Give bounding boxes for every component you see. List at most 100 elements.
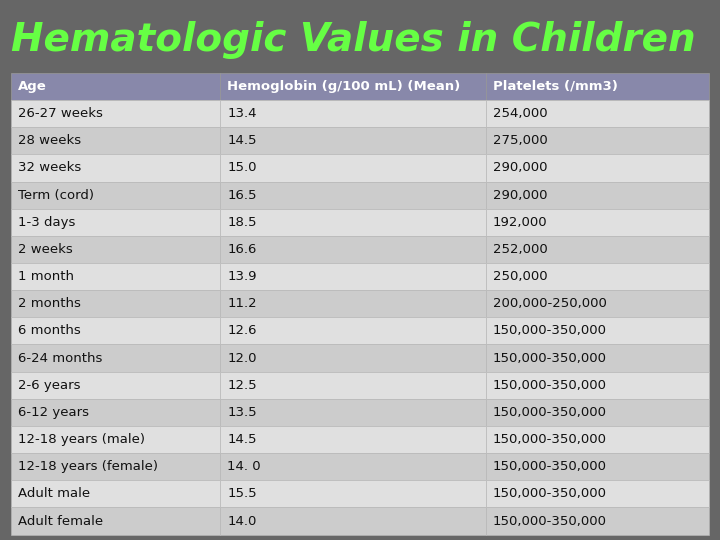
Text: 150,000-350,000: 150,000-350,000 (492, 379, 607, 392)
Bar (486, 290, 709, 318)
Text: 6-24 months: 6-24 months (18, 352, 102, 365)
Bar (11, 100, 220, 127)
Text: 14.5: 14.5 (228, 134, 257, 147)
Bar (11, 181, 220, 208)
Text: 13.9: 13.9 (228, 270, 257, 283)
Bar (486, 100, 709, 127)
Text: 290,000: 290,000 (492, 161, 547, 174)
Text: 16.6: 16.6 (228, 243, 256, 256)
Bar (486, 453, 709, 480)
Text: Hemoglobin (g/100 mL) (Mean): Hemoglobin (g/100 mL) (Mean) (228, 80, 461, 93)
Bar (11, 426, 220, 453)
Text: 1 month: 1 month (18, 270, 73, 283)
Text: 32 weeks: 32 weeks (18, 161, 81, 174)
Text: 150,000-350,000: 150,000-350,000 (492, 488, 607, 501)
Text: 15.0: 15.0 (228, 161, 257, 174)
Bar (11, 73, 220, 100)
Bar (220, 290, 486, 318)
Bar (220, 372, 486, 399)
Text: 14.5: 14.5 (228, 433, 257, 446)
Bar (11, 236, 220, 263)
Bar (486, 127, 709, 154)
Bar (486, 236, 709, 263)
Text: 15.5: 15.5 (228, 488, 257, 501)
Text: 16.5: 16.5 (228, 188, 257, 201)
Text: 12-18 years (female): 12-18 years (female) (18, 460, 158, 473)
Text: 6-12 years: 6-12 years (18, 406, 89, 419)
Bar (486, 154, 709, 181)
Bar (220, 73, 486, 100)
Bar (220, 453, 486, 480)
Bar (11, 508, 220, 535)
Bar (486, 208, 709, 236)
Bar (11, 372, 220, 399)
Text: 28 weeks: 28 weeks (18, 134, 81, 147)
Bar (11, 453, 220, 480)
Bar (220, 154, 486, 181)
Text: 150,000-350,000: 150,000-350,000 (492, 460, 607, 473)
Text: Hematologic Values in Children: Hematologic Values in Children (11, 21, 696, 59)
Text: 1-3 days: 1-3 days (18, 216, 75, 229)
Text: 250,000: 250,000 (492, 270, 547, 283)
Bar (220, 236, 486, 263)
Bar (11, 263, 220, 290)
Bar (486, 318, 709, 345)
Text: 252,000: 252,000 (492, 243, 547, 256)
Bar (220, 127, 486, 154)
Text: 192,000: 192,000 (492, 216, 547, 229)
Text: Adult male: Adult male (18, 488, 90, 501)
Bar (486, 480, 709, 508)
Text: 2 weeks: 2 weeks (18, 243, 73, 256)
Bar (11, 290, 220, 318)
Bar (220, 181, 486, 208)
Text: 14. 0: 14. 0 (228, 460, 261, 473)
Bar (486, 508, 709, 535)
Text: 200,000-250,000: 200,000-250,000 (492, 297, 606, 310)
Text: 150,000-350,000: 150,000-350,000 (492, 352, 607, 365)
Text: Adult female: Adult female (18, 515, 103, 528)
Bar (11, 127, 220, 154)
Text: 18.5: 18.5 (228, 216, 257, 229)
Bar (11, 480, 220, 508)
Bar (220, 399, 486, 426)
Text: Term (cord): Term (cord) (18, 188, 94, 201)
Text: 13.4: 13.4 (228, 107, 257, 120)
Bar (11, 208, 220, 236)
Bar (11, 318, 220, 345)
Bar (220, 345, 486, 372)
Bar (486, 426, 709, 453)
Text: 150,000-350,000: 150,000-350,000 (492, 433, 607, 446)
Text: 2 months: 2 months (18, 297, 81, 310)
Text: 2-6 years: 2-6 years (18, 379, 81, 392)
Bar (486, 263, 709, 290)
Text: 26-27 weeks: 26-27 weeks (18, 107, 103, 120)
Bar (220, 208, 486, 236)
Bar (486, 372, 709, 399)
Bar (486, 399, 709, 426)
Text: 11.2: 11.2 (228, 297, 257, 310)
Bar (11, 154, 220, 181)
Bar (486, 345, 709, 372)
Bar (220, 426, 486, 453)
Text: 275,000: 275,000 (492, 134, 547, 147)
Text: 12.5: 12.5 (228, 379, 257, 392)
Bar (220, 100, 486, 127)
Text: 150,000-350,000: 150,000-350,000 (492, 406, 607, 419)
Bar (486, 181, 709, 208)
Text: 290,000: 290,000 (492, 188, 547, 201)
Bar (11, 345, 220, 372)
Bar (486, 73, 709, 100)
Text: 254,000: 254,000 (492, 107, 547, 120)
Text: 150,000-350,000: 150,000-350,000 (492, 515, 607, 528)
Bar (220, 508, 486, 535)
Bar (11, 399, 220, 426)
Bar (220, 480, 486, 508)
Text: 150,000-350,000: 150,000-350,000 (492, 325, 607, 338)
Text: Age: Age (18, 80, 47, 93)
Text: 12-18 years (male): 12-18 years (male) (18, 433, 145, 446)
Bar (220, 263, 486, 290)
Text: Platelets (/mm3): Platelets (/mm3) (492, 80, 618, 93)
Text: 6 months: 6 months (18, 325, 81, 338)
Text: 12.6: 12.6 (228, 325, 257, 338)
Bar (220, 318, 486, 345)
